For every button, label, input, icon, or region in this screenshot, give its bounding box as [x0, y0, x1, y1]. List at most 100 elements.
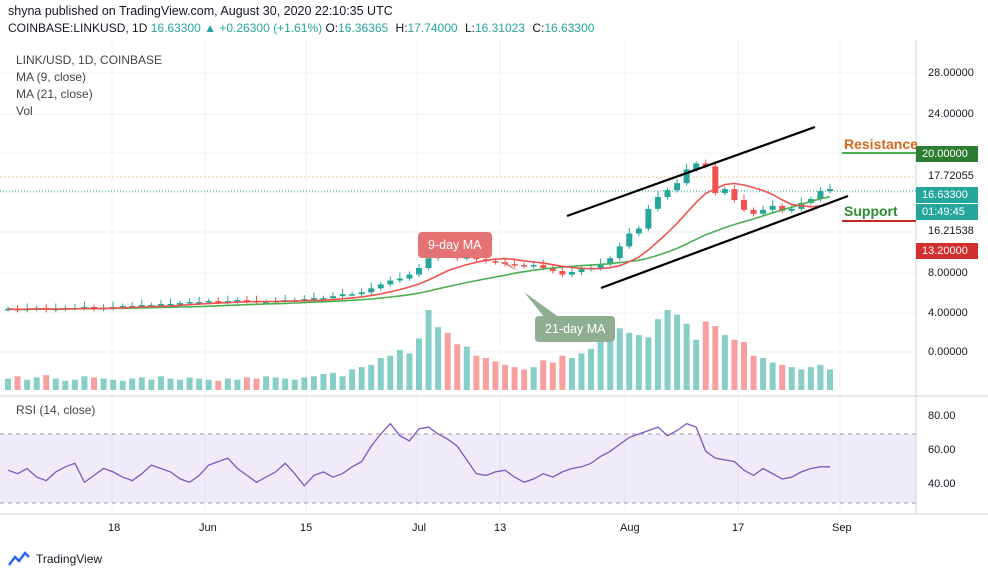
- ma9-line: [7, 182, 831, 311]
- low-value: 16.31023: [474, 21, 526, 35]
- candle-body: [654, 197, 661, 209]
- up-arrow-icon: ▲: [204, 21, 217, 35]
- open-value: 16.36365: [338, 21, 389, 35]
- ma9-tag: 9-day MA: [418, 232, 492, 258]
- volume-bar: [645, 337, 652, 390]
- candle-body: [549, 268, 556, 272]
- volume-bar: [578, 353, 585, 390]
- volume-bar: [196, 378, 203, 390]
- candle-body: [568, 272, 575, 275]
- x-tick-jul: Jul: [412, 522, 427, 534]
- rsi-legend: RSI (14, close): [16, 403, 96, 417]
- candle-body: [320, 298, 327, 300]
- volume-bar: [71, 379, 78, 390]
- price-change: +0.26300 (+1.61%): [219, 21, 323, 35]
- candle-body: [358, 292, 365, 295]
- candle-body: [712, 166, 719, 194]
- close-label: C:: [532, 21, 545, 35]
- candle-body: [377, 284, 384, 289]
- volume-bar: [559, 355, 566, 390]
- legend-title: LINK/USD, 1D, COINBASE: [16, 53, 163, 67]
- candle-body: [540, 265, 547, 269]
- resistance-callout: Resistance: [844, 136, 918, 152]
- volume-bar: [282, 378, 289, 390]
- candle-body: [425, 258, 432, 269]
- volume-bar: [253, 378, 260, 390]
- rsi-tick-80: 80.00: [928, 410, 956, 422]
- candle-body: [779, 205, 786, 211]
- volume-bar: [14, 376, 21, 390]
- low-label: L:: [464, 21, 475, 35]
- volume-bar: [377, 358, 384, 390]
- candle-body: [492, 261, 499, 263]
- ma9-tag-pointer: [500, 262, 520, 272]
- volume-bar: [568, 358, 575, 390]
- volume-bar: [521, 369, 528, 390]
- candle-body: [81, 306, 88, 309]
- candle-body: [683, 169, 690, 184]
- volume-bar: [100, 378, 107, 390]
- candle-body: [760, 209, 767, 214]
- ma21-line: [7, 195, 831, 311]
- ma21-tag-pointer: [524, 292, 560, 318]
- candle-body: [310, 298, 317, 300]
- candle-body: [224, 301, 231, 303]
- candle-body: [664, 190, 671, 198]
- tradingview-icon: [8, 551, 30, 566]
- volume-bar: [358, 367, 365, 390]
- volume-bar: [205, 379, 212, 390]
- volume-bar: [731, 339, 738, 390]
- high-price-label: 17.72055: [928, 170, 974, 182]
- volume-bar: [24, 379, 31, 390]
- candle-body: [645, 208, 652, 229]
- volume-bar: [674, 314, 681, 390]
- ohlc-bar: COINBASE:LINKUSD, 1D 16.63300 ▲ +0.26300…: [8, 21, 598, 35]
- candle-body: [148, 304, 155, 307]
- volume-bar: [33, 377, 40, 390]
- volume-bar: [788, 367, 795, 390]
- candle-body: [339, 294, 346, 297]
- volume-bar: [396, 350, 403, 390]
- volume-bar: [482, 358, 489, 390]
- volume-bar: [463, 346, 470, 390]
- volume-bar: [186, 377, 193, 390]
- x-tick-aug: Aug: [620, 522, 640, 534]
- volume-bar: [157, 376, 164, 390]
- high-label: H:: [395, 21, 408, 35]
- volume-bar: [301, 377, 308, 390]
- candle-body: [215, 301, 222, 303]
- volume-bar: [798, 369, 805, 390]
- legend-vol: Vol: [16, 104, 33, 118]
- volume-bar: [138, 377, 145, 390]
- candle-body: [626, 233, 633, 247]
- volume-bar: [416, 338, 422, 390]
- candle-body: [740, 199, 747, 210]
- x-tick-15: 15: [300, 522, 313, 534]
- candle-body: [177, 303, 184, 305]
- candle-body: [138, 304, 145, 307]
- volume-bar: [626, 332, 633, 390]
- volume-bar: [291, 379, 298, 390]
- volume-bar: [387, 355, 394, 390]
- tradingview-logo[interactable]: TradingView: [8, 551, 102, 567]
- volume-bar: [654, 319, 661, 390]
- candle-body: [817, 191, 824, 199]
- candle-body: [368, 288, 375, 293]
- x-tick-sep: Sep: [832, 522, 852, 534]
- close-value: 16.63300: [544, 21, 595, 35]
- x-tick-18: 18: [108, 522, 121, 534]
- volume-bar: [454, 344, 461, 390]
- last-price-box: 16.63300: [916, 187, 978, 203]
- volume-bar: [5, 378, 11, 390]
- volume-bar: [817, 364, 824, 390]
- volume-bar: [616, 328, 623, 390]
- legend-ma21: MA (21, close): [16, 87, 93, 101]
- volume-bar: [721, 335, 728, 390]
- upper-channel-line: [566, 125, 816, 218]
- rsi-tick-40: 40.00: [928, 478, 956, 490]
- publish-info: shyna published on TradingView.com, Augu…: [8, 4, 393, 18]
- candle-body: [827, 189, 833, 192]
- volume-bar: [339, 376, 346, 390]
- candle-body: [157, 304, 164, 306]
- volume-bar: [52, 378, 59, 390]
